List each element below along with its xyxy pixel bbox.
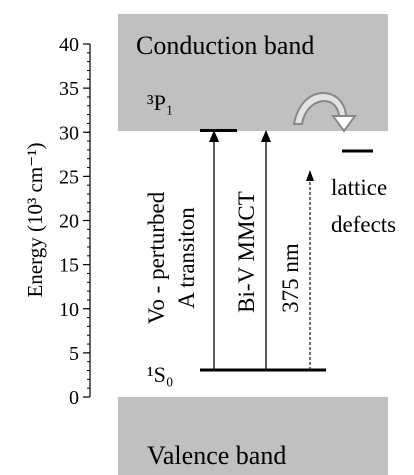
tick-label: 25 bbox=[59, 166, 79, 188]
energy-axis: 0 5 10 15 20 25 30 35 40 bbox=[59, 34, 91, 409]
tick-label: 40 bbox=[59, 34, 79, 56]
transition-label-a-line1: Vo - perturbed bbox=[144, 191, 169, 324]
excited-state-label: ³P₁ bbox=[147, 90, 174, 115]
transition-arrowhead-a bbox=[209, 130, 219, 142]
transition-arrowhead-375nm bbox=[306, 170, 314, 181]
conduction-band-label: Conduction band bbox=[136, 31, 314, 60]
tick-label: 15 bbox=[59, 255, 79, 277]
tick-label: 20 bbox=[59, 211, 79, 233]
tick-label: 0 bbox=[69, 387, 79, 409]
transition-arrowhead-mmct bbox=[261, 130, 271, 142]
axis-title: Energy (10³ cm⁻¹) bbox=[23, 142, 47, 297]
valence-band bbox=[118, 397, 388, 475]
transition-label-375nm: 375 nm bbox=[278, 243, 303, 313]
valence-band-label: Valence band bbox=[147, 441, 286, 470]
transition-label-a-line2: A transiton bbox=[174, 207, 199, 309]
tick-label: 30 bbox=[59, 122, 79, 144]
ground-state-label: ¹S₀ bbox=[147, 362, 174, 387]
curved-arrow-icon bbox=[292, 92, 357, 133]
defects-label-line2: defects bbox=[331, 212, 396, 237]
tick-label: 5 bbox=[69, 343, 79, 365]
transition-label-mmct: Bi-V MMCT bbox=[234, 191, 259, 313]
tick-label: 10 bbox=[59, 299, 79, 321]
defects-label-line1: lattice bbox=[331, 175, 387, 200]
tick-label: 35 bbox=[59, 78, 79, 100]
